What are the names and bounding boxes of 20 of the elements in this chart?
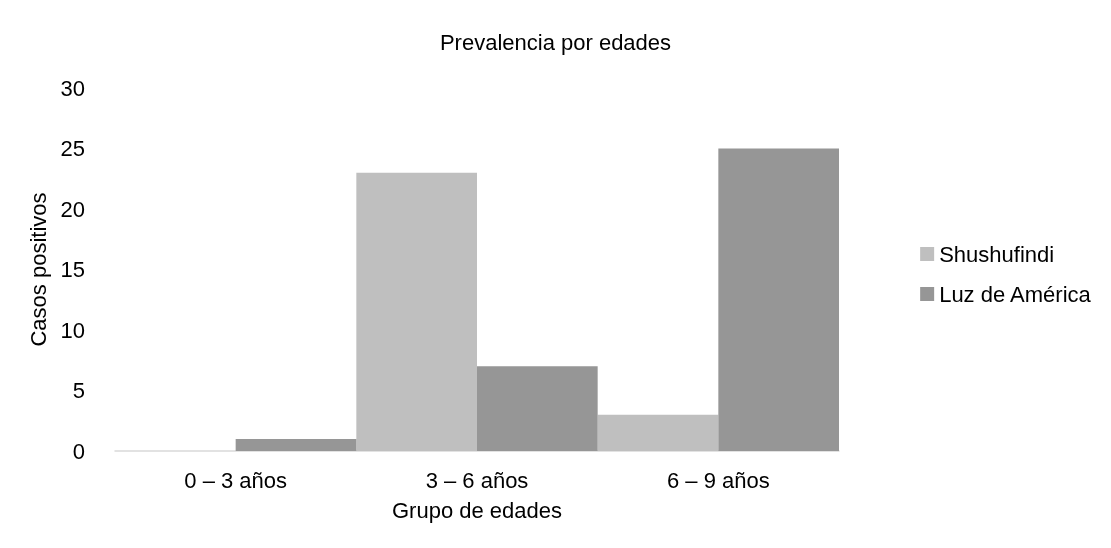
x-axis-title: Grupo de edades [391,497,563,523]
y-axis-title: Casos positivos [26,192,52,347]
y-tick-label: 30 [60,75,85,101]
bar [718,148,839,451]
x-tick-label: 3 – 6 años [425,467,529,493]
y-tick-label: 10 [60,317,85,343]
y-tick-label: 25 [60,136,85,161]
bar [597,414,719,451]
bar [356,172,477,451]
bar [235,438,357,451]
legend-label: Shushufindi [939,241,1055,267]
y-tick-label: 15 [60,257,85,282]
x-tick-label: 6 – 9 años [666,467,770,493]
chart-title: Prevalencia por edades [439,29,672,55]
legend-label: Luz de América [939,281,1092,307]
y-tick-label: 0 [72,438,85,464]
bar [477,366,598,451]
y-tick-label: 20 [60,196,85,222]
x-tick-label: 0 – 3 años [184,467,288,493]
y-tick-label: 5 [72,378,85,403]
